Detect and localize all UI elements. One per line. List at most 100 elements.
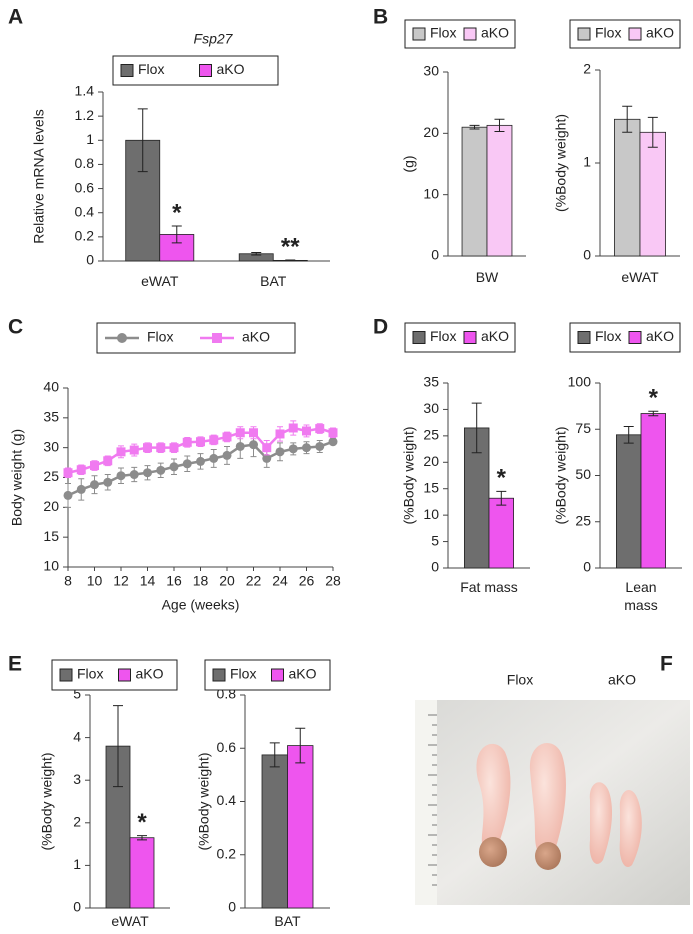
panel-letter: B [373, 6, 388, 29]
point [249, 428, 258, 438]
photo [415, 700, 690, 905]
legend-swatch [577, 331, 591, 344]
legend-label: aKO [481, 328, 509, 344]
legend-box [51, 659, 178, 691]
x-tick-label: Lean mass [624, 579, 658, 613]
legend-label: Flox [147, 329, 173, 345]
y-tick-label: 0 [431, 559, 439, 575]
y-tick-label: 1 [86, 131, 94, 147]
y-tick-label: 20 [423, 124, 439, 140]
x-tick-label: 28 [325, 573, 341, 589]
error-bar [269, 742, 280, 768]
photo-label: aKO [608, 672, 636, 688]
y-tick-label: 0.6 [75, 179, 95, 195]
legend-box [569, 322, 681, 353]
legend-box [204, 659, 331, 691]
legend-swatch [212, 668, 226, 682]
y-tick-label: 2 [73, 814, 81, 830]
point [315, 424, 325, 434]
error-bar [285, 259, 296, 262]
error-bar [496, 490, 507, 506]
legend-swatch [412, 331, 426, 344]
bar [616, 434, 642, 569]
point [90, 461, 99, 471]
legend-swatch [120, 64, 134, 77]
legend-swatch [118, 668, 131, 682]
y-tick-label: 100 [568, 374, 592, 390]
legend-label: aKO [136, 666, 164, 682]
error-bar [251, 252, 262, 256]
error-bar [469, 124, 480, 130]
point [143, 468, 152, 478]
y-tick-label: 0 [228, 899, 236, 915]
x-tick-label: 22 [246, 573, 262, 589]
legend-swatch [271, 668, 284, 682]
point [103, 456, 113, 466]
significance-mark: * [497, 465, 507, 492]
point [209, 453, 219, 463]
y-tick-label: 15 [43, 528, 59, 544]
bar [488, 497, 515, 569]
point [275, 447, 285, 457]
error-bar [648, 410, 659, 417]
y-tick-label: 2 [583, 61, 591, 77]
y-tick-label: 1 [583, 154, 591, 170]
x-tick-label: 8 [64, 573, 72, 589]
y-axis-label: (%Body weight) [401, 426, 417, 524]
legend-swatch [59, 668, 73, 682]
y-tick-label: 10 [423, 506, 439, 522]
error-bar [622, 105, 633, 133]
x-tick-label: 12 [113, 573, 129, 589]
panel-letter: A [8, 6, 23, 29]
error-bar [113, 705, 123, 788]
y-tick-label: 20 [43, 498, 59, 514]
y-tick-label: 0 [583, 247, 591, 263]
error-bar [623, 425, 634, 444]
legend-label: Flox [595, 25, 621, 41]
point [288, 423, 298, 433]
tissue [589, 782, 613, 864]
y-tick-label: 0.2 [217, 845, 237, 861]
significance-mark: * [172, 199, 182, 226]
x-tick-label-box: Lean mass [624, 579, 658, 613]
point [63, 490, 73, 500]
x-tick-label: eWAT [621, 269, 659, 285]
tissue [476, 743, 511, 855]
y-tick-label: 0 [73, 899, 81, 915]
y-tick-label: 75 [575, 420, 591, 436]
y-axis-label: Relative mRNA levels [31, 109, 47, 244]
point [222, 432, 232, 442]
legend-label: aKO [289, 666, 317, 682]
y-tick-label: 0.4 [217, 792, 237, 808]
error-bar [137, 835, 147, 841]
x-tick-label-box: BAT [274, 913, 300, 929]
x-tick-label-box: eWAT [621, 269, 659, 285]
x-tick-label: 24 [272, 573, 288, 589]
point [328, 428, 338, 438]
legend-marker [117, 333, 127, 343]
point [209, 435, 219, 445]
panel-letter: F [660, 653, 673, 676]
y-tick-label: 0 [431, 247, 439, 263]
point [235, 428, 245, 438]
point [182, 437, 192, 447]
point [63, 468, 73, 478]
x-tick-label: eWAT [111, 913, 149, 929]
y-tick-label: 1 [73, 856, 81, 872]
x-tick-label: 18 [193, 573, 209, 589]
y-axis-label: (%Body weight) [196, 752, 212, 850]
y-tick-label: 35 [43, 409, 59, 425]
point [76, 484, 86, 494]
tissue [619, 789, 642, 868]
point [169, 462, 179, 472]
y-tick-label: 0 [583, 559, 591, 575]
point [222, 450, 232, 460]
x-tick-label-box: eWAT [141, 273, 178, 289]
error-bar [494, 118, 505, 132]
panel-letter: C [8, 316, 23, 339]
point [103, 477, 113, 487]
bar [461, 126, 488, 257]
significance-mark: * [649, 385, 659, 412]
y-tick-label: 25 [43, 468, 59, 484]
y-tick-label: 3 [73, 771, 81, 787]
